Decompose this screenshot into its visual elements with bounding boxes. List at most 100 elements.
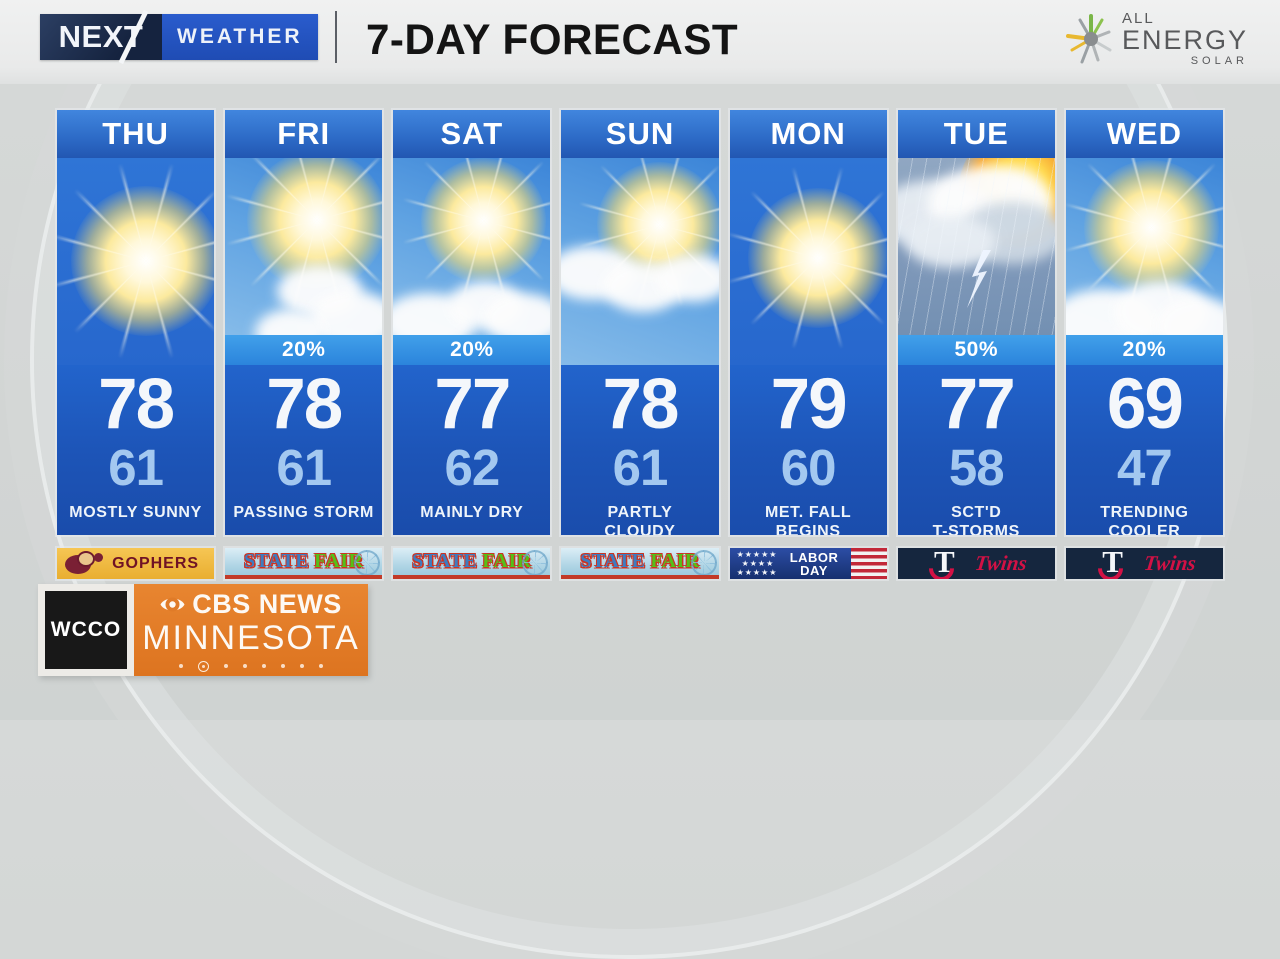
low-temp: 58 [948, 439, 1005, 496]
condition-line: MAINLY DRY [420, 504, 524, 521]
condition-line: PASSING STORM [233, 504, 374, 521]
region-label: MINNESOTA [142, 619, 360, 657]
condition-line: MOSTLY SUNNY [69, 504, 202, 521]
low-temp: 61 [108, 439, 164, 496]
gopher-mascot-icon [65, 551, 103, 576]
sponsor-word-solar: SOLAR [1190, 55, 1248, 67]
stars-icon [737, 550, 778, 577]
column-body: 77 62 MAINLY DRY [393, 365, 551, 535]
low-temp: 61 [612, 439, 669, 496]
precip-band: 20% [393, 335, 551, 365]
low-temp: 61 [276, 439, 332, 496]
weather-icon-sun-cloud [561, 158, 719, 365]
condition-text: TRENDING COOLER [1100, 503, 1188, 535]
sun-icon [747, 188, 887, 328]
sponsor-text: ALL ENERGY SOLAR [1122, 11, 1248, 67]
high-temp: 78 [602, 365, 680, 444]
weather-icon-sunny [57, 158, 215, 365]
precip-band: 20% [225, 335, 383, 365]
ferris-wheel-icon [354, 550, 381, 575]
sponsor-word-all: ALL [1121, 10, 1155, 27]
banner-state-fair: STATE FAIR [393, 548, 551, 579]
rain-streaks [897, 158, 1055, 335]
day-label: FRI [225, 110, 383, 158]
sun-icon [1083, 160, 1219, 295]
condition-text: MOSTLY SUNNY [69, 503, 202, 522]
cloud-icon [484, 293, 551, 335]
statefair-word-fair: FAIR [482, 550, 532, 572]
forecast-column-thu: THU 78 61 MOSTLY SUNNY [57, 110, 215, 535]
high-temp: 78 [98, 365, 175, 444]
forecast-column-fri: FRI 20% 78 61 PASSING STORM [225, 110, 383, 535]
day-label: WED [1065, 110, 1223, 158]
weather-icon-sun-cloud [393, 158, 551, 335]
condition-line: COOLER [1108, 523, 1181, 535]
twins-t-letter: T [934, 548, 955, 579]
banner-labor-day: LABOR DAY [729, 548, 887, 579]
statefair-word-state: STATE [580, 550, 646, 572]
page-title: 7-DAY FORECAST [366, 16, 739, 64]
weather-icon-sun-cloud [225, 158, 383, 335]
cbs-eye-icon [160, 597, 185, 612]
column-body: 77 58 SCT'D T-STORMS [897, 365, 1055, 535]
gophers-label: GOPHERS [112, 554, 200, 572]
low-temp: 62 [444, 439, 500, 496]
day-label: MON [729, 110, 887, 158]
stripes-icon [850, 548, 887, 579]
twins-wordmark: Twins [973, 551, 1029, 575]
wcco-frame: WCCO [38, 584, 134, 676]
forecast-column-sat: SAT 20% 77 62 MAINLY DRY [393, 110, 551, 535]
twins-t-logo: T [924, 548, 963, 579]
sun-icon [421, 158, 547, 283]
high-temp: 77 [434, 365, 511, 444]
condition-line: TRENDING [1100, 504, 1189, 521]
condition-line: CLOUDY [604, 523, 676, 535]
column-body: 79 60 MET. FALL BEGINS [729, 365, 887, 535]
condition-text: PARTLY CLOUDY [604, 503, 675, 535]
labor-day-line2: DAY [800, 562, 828, 578]
banner-twins: T Twins [1065, 548, 1223, 579]
weather-icon-sun-cloud [1065, 158, 1223, 335]
high-temp: 79 [770, 365, 848, 444]
event-banner-row: GOPHERS STATE FAIR STATE FAIR STATE FAIR… [57, 548, 1223, 579]
statefair-word-fair: FAIR [314, 550, 364, 572]
condition-line: MET. FALL [764, 504, 852, 521]
sunburst-icon [1065, 14, 1112, 64]
column-body: 78 61 PASSING STORM [225, 365, 383, 535]
ferris-wheel-icon [690, 550, 717, 575]
condition-text: SCT'D T-STORMS [933, 503, 1020, 535]
column-body: 69 47 TRENDING COOLER [1065, 365, 1223, 535]
column-body: 78 61 MOSTLY SUNNY [57, 365, 215, 535]
banner-gophers: GOPHERS [57, 548, 215, 579]
station-logo: WCCO CBS NEWS MINNESOTA [38, 584, 368, 676]
condition-line: SCT'D [951, 504, 1002, 521]
column-body: 78 61 PARTLY CLOUDY [561, 365, 719, 535]
forecast-column-mon: MON 79 60 MET. FALL BEGINS [729, 110, 887, 535]
day-label: SUN [561, 110, 719, 158]
cbs-news-minnesota-logo: CBS NEWS MINNESOTA [134, 584, 368, 676]
dots-indicator [179, 660, 323, 672]
precip-band: 50% [897, 335, 1055, 365]
condition-line: BEGINS [775, 523, 841, 535]
banner-twins: T Twins [897, 548, 1055, 579]
condition-line: PARTLY [607, 504, 673, 521]
weather-icon-thunderstorm [897, 158, 1055, 335]
high-temp: 69 [1106, 365, 1184, 444]
sponsor-logo: ALL ENERGY SOLAR [1064, 10, 1248, 68]
next-weather-logo-left: NEXT [40, 9, 162, 65]
low-temp: 60 [780, 439, 837, 496]
statefair-word-state: STATE [412, 550, 478, 572]
labor-day-label: LABOR DAY [777, 551, 850, 577]
next-weather-logo: NEXT WEATHER [40, 9, 318, 65]
low-temp: 47 [1117, 439, 1173, 496]
wcco-callsign: WCCO [45, 591, 127, 669]
brand-secondary: WEATHER [177, 25, 303, 48]
forecast-column-sun: SUN 78 61 PARTLY CLOUDY [561, 110, 719, 535]
statefair-word-state: STATE [243, 550, 310, 572]
condition-text: MET. FALL BEGINS [765, 503, 851, 535]
top-bar: NEXT WEATHER 7-DAY FORECAST ALL [0, 0, 1280, 84]
condition-text: PASSING STORM [233, 503, 374, 522]
day-label: SAT [393, 110, 551, 158]
day-label: TUE [897, 110, 1055, 158]
lightning-icon [966, 250, 991, 309]
